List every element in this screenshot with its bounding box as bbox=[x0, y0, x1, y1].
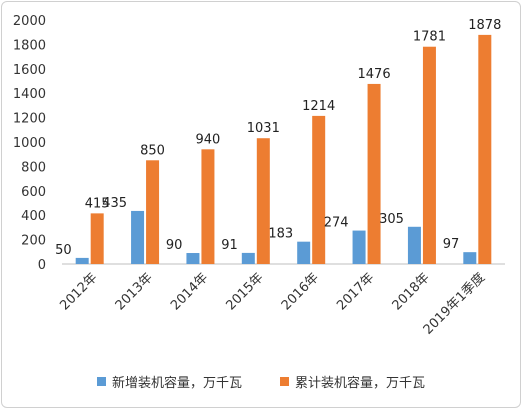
bar-cumulative bbox=[146, 160, 160, 264]
x-tick-label: 2012年 bbox=[57, 270, 100, 313]
data-label-new: 305 bbox=[379, 212, 404, 227]
y-tick-label: 1800 bbox=[13, 38, 46, 53]
bar-new bbox=[407, 226, 421, 264]
y-tick-label: 600 bbox=[21, 185, 46, 200]
data-label-cumulative: 1878 bbox=[468, 18, 501, 33]
legend-label-cumulative: 累计装机容量，万千瓦 bbox=[295, 376, 426, 391]
bar-cumulative bbox=[312, 115, 326, 264]
x-tick-label: 2016年 bbox=[279, 270, 322, 313]
data-label-cumulative: 415 bbox=[85, 196, 110, 211]
x-tick-label: 2015年 bbox=[223, 270, 266, 313]
bar-new bbox=[186, 253, 200, 264]
x-tick-label: 2014年 bbox=[168, 270, 211, 313]
bar-chart: 0 200 400 600 800 1000 1200 1400 1600 1800 2000 201… bbox=[13, 14, 505, 338]
data-label-new: 183 bbox=[268, 227, 293, 242]
data-label-new: 50 bbox=[55, 243, 72, 258]
y-tick-label: 1600 bbox=[13, 63, 46, 78]
data-label-cumulative: 1031 bbox=[247, 121, 280, 136]
bar-new bbox=[297, 241, 311, 264]
x-tick-label: 2017年 bbox=[334, 270, 377, 313]
data-label-cumulative: 1781 bbox=[413, 30, 446, 45]
legend-swatch-new bbox=[96, 377, 106, 386]
data-label-new: 90 bbox=[166, 238, 183, 253]
legend-label-new: 新增装机容量，万千瓦 bbox=[111, 376, 242, 391]
bar-new bbox=[463, 252, 477, 264]
bar-new bbox=[241, 252, 255, 264]
y-tick-label: 1000 bbox=[13, 136, 46, 151]
legend-swatch-cumulative bbox=[280, 377, 289, 386]
legend-item-cumulative: 累计装机容量，万千瓦 bbox=[280, 372, 425, 391]
data-label-new: 274 bbox=[324, 216, 349, 231]
bar-cumulative bbox=[201, 149, 215, 264]
y-tick-label: 800 bbox=[21, 160, 46, 175]
y-tick-label: 1400 bbox=[13, 87, 46, 102]
y-tick-label: 1200 bbox=[13, 112, 46, 127]
data-label-new: 435 bbox=[102, 196, 127, 211]
bar-new bbox=[352, 230, 366, 264]
data-label-cumulative: 1476 bbox=[358, 67, 391, 82]
y-tick-label: 2000 bbox=[13, 14, 46, 29]
bar-cumulative bbox=[478, 34, 492, 264]
bar-cumulative bbox=[367, 83, 381, 264]
x-tick-label: 2018年 bbox=[390, 270, 433, 313]
y-tick-label: 0 bbox=[38, 258, 46, 273]
y-tick-label: 400 bbox=[21, 209, 46, 224]
legend: 新增装机容量，万千瓦 累计装机容量，万千瓦 bbox=[0, 372, 522, 391]
legend-item-new: 新增装机容量，万千瓦 bbox=[96, 372, 242, 391]
y-tick-label: 200 bbox=[21, 234, 46, 249]
bar-cumulative bbox=[422, 46, 436, 264]
data-label-cumulative: 850 bbox=[140, 143, 165, 158]
bar-cumulative bbox=[256, 138, 270, 264]
bar-new bbox=[75, 257, 89, 264]
data-label-cumulative: 940 bbox=[196, 132, 221, 147]
bar-cumulative bbox=[90, 213, 104, 264]
x-tick-label: 2013年 bbox=[113, 270, 156, 313]
data-label-new: 91 bbox=[221, 238, 238, 253]
bar-new bbox=[131, 210, 145, 264]
data-label-new: 97 bbox=[443, 237, 460, 252]
data-label-cumulative: 1214 bbox=[302, 99, 335, 114]
